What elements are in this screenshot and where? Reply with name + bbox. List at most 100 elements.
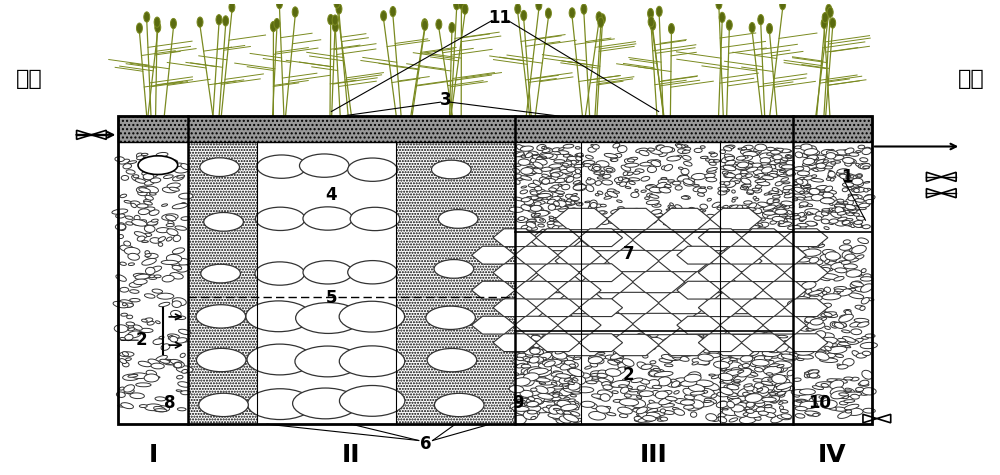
Ellipse shape xyxy=(837,199,844,202)
Ellipse shape xyxy=(829,219,838,223)
Ellipse shape xyxy=(826,4,832,15)
Ellipse shape xyxy=(683,219,691,221)
Ellipse shape xyxy=(390,7,396,17)
Ellipse shape xyxy=(741,156,753,161)
Ellipse shape xyxy=(636,335,652,341)
Ellipse shape xyxy=(852,188,866,192)
Ellipse shape xyxy=(780,394,785,397)
Ellipse shape xyxy=(800,310,818,317)
Ellipse shape xyxy=(564,361,575,365)
Ellipse shape xyxy=(536,194,543,197)
Ellipse shape xyxy=(858,238,868,244)
Ellipse shape xyxy=(710,345,721,352)
Ellipse shape xyxy=(561,220,568,225)
Ellipse shape xyxy=(852,178,863,185)
Ellipse shape xyxy=(540,153,553,158)
Ellipse shape xyxy=(783,357,797,361)
Ellipse shape xyxy=(690,391,704,395)
Ellipse shape xyxy=(617,145,627,152)
Ellipse shape xyxy=(613,143,620,148)
Ellipse shape xyxy=(844,392,862,397)
Ellipse shape xyxy=(730,178,740,184)
Ellipse shape xyxy=(553,408,560,410)
Ellipse shape xyxy=(794,180,801,182)
Ellipse shape xyxy=(833,161,841,163)
Ellipse shape xyxy=(517,399,525,403)
Ellipse shape xyxy=(849,152,859,156)
Ellipse shape xyxy=(133,325,142,330)
Ellipse shape xyxy=(162,187,177,193)
Ellipse shape xyxy=(760,171,770,175)
Ellipse shape xyxy=(821,150,833,155)
Ellipse shape xyxy=(665,221,672,226)
Ellipse shape xyxy=(777,415,791,420)
Ellipse shape xyxy=(807,155,817,161)
Bar xyxy=(720,232,793,331)
Ellipse shape xyxy=(520,176,532,180)
Ellipse shape xyxy=(513,378,530,386)
Ellipse shape xyxy=(514,389,521,392)
Ellipse shape xyxy=(229,2,235,12)
Ellipse shape xyxy=(526,227,532,230)
Ellipse shape xyxy=(525,166,533,172)
Ellipse shape xyxy=(529,368,548,375)
Ellipse shape xyxy=(145,225,150,227)
Ellipse shape xyxy=(650,366,659,370)
Ellipse shape xyxy=(640,162,653,166)
Ellipse shape xyxy=(769,395,778,403)
Ellipse shape xyxy=(543,407,554,413)
Ellipse shape xyxy=(658,377,671,386)
Ellipse shape xyxy=(758,202,771,207)
Ellipse shape xyxy=(572,214,583,220)
Ellipse shape xyxy=(842,251,852,259)
Ellipse shape xyxy=(120,287,129,292)
Ellipse shape xyxy=(672,355,681,360)
Ellipse shape xyxy=(516,357,524,361)
Ellipse shape xyxy=(150,172,158,177)
Ellipse shape xyxy=(719,337,728,341)
Ellipse shape xyxy=(739,173,746,177)
Ellipse shape xyxy=(781,414,792,418)
Ellipse shape xyxy=(589,204,603,208)
Ellipse shape xyxy=(592,379,599,381)
Ellipse shape xyxy=(538,352,552,361)
Ellipse shape xyxy=(527,367,543,375)
Ellipse shape xyxy=(744,342,756,346)
Ellipse shape xyxy=(156,152,168,157)
Ellipse shape xyxy=(659,188,671,193)
Ellipse shape xyxy=(532,215,537,218)
Ellipse shape xyxy=(808,370,819,374)
Circle shape xyxy=(303,261,353,284)
Ellipse shape xyxy=(762,176,774,180)
Ellipse shape xyxy=(714,160,720,162)
Ellipse shape xyxy=(740,150,754,155)
Ellipse shape xyxy=(556,374,571,378)
Ellipse shape xyxy=(543,146,547,149)
Ellipse shape xyxy=(815,331,826,339)
Ellipse shape xyxy=(120,359,127,363)
Ellipse shape xyxy=(540,388,548,395)
Ellipse shape xyxy=(807,212,811,215)
Ellipse shape xyxy=(570,401,579,405)
Ellipse shape xyxy=(805,209,819,214)
Ellipse shape xyxy=(581,347,588,352)
Ellipse shape xyxy=(634,417,644,422)
Ellipse shape xyxy=(521,198,530,202)
Ellipse shape xyxy=(800,166,810,172)
Ellipse shape xyxy=(659,390,672,396)
Ellipse shape xyxy=(780,415,786,417)
Ellipse shape xyxy=(540,382,547,384)
Ellipse shape xyxy=(525,353,534,357)
Ellipse shape xyxy=(328,14,334,25)
Ellipse shape xyxy=(541,398,550,401)
Ellipse shape xyxy=(785,193,790,195)
Ellipse shape xyxy=(132,175,139,181)
Ellipse shape xyxy=(853,176,857,179)
Ellipse shape xyxy=(621,165,631,171)
Ellipse shape xyxy=(732,190,735,193)
Ellipse shape xyxy=(122,303,126,306)
Ellipse shape xyxy=(554,201,559,206)
Ellipse shape xyxy=(633,171,640,174)
Ellipse shape xyxy=(600,394,610,401)
Ellipse shape xyxy=(661,354,680,361)
